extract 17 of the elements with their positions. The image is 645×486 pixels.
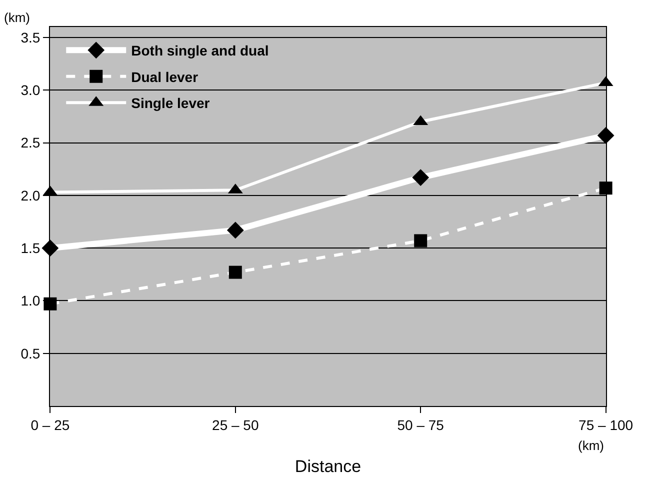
x-axis-title: Distance <box>294 457 362 476</box>
y-tick-label: 3.0 <box>20 82 40 98</box>
legend-label: Single lever <box>131 95 210 112</box>
y-tick-label: 2.0 <box>20 187 40 204</box>
x-tick-label: 75 – 100 <box>578 416 634 433</box>
legend-label: Both single and dual <box>131 42 269 59</box>
x-tick-label: 50 – 75 <box>397 416 444 433</box>
y-tick-label: 1.0 <box>20 292 40 309</box>
x-tick-label: 0 – 25 <box>30 416 70 433</box>
y-axis-title: (km) <box>4 10 30 25</box>
y-tick-label: 3.5 <box>20 29 40 46</box>
y-tick-label: 2.5 <box>20 134 40 151</box>
x-tick-label: 25 – 50 <box>212 416 259 433</box>
legend-label: Dual lever <box>131 68 199 85</box>
y-tick-label: 1.5 <box>20 240 40 256</box>
y-tick-label: 0.5 <box>20 345 40 362</box>
text: (km) <box>578 438 604 453</box>
